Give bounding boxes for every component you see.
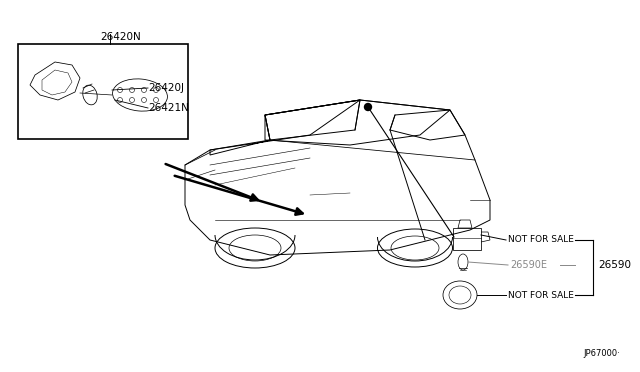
Text: 26420N: 26420N — [100, 32, 141, 42]
Text: 26590E: 26590E — [510, 260, 547, 270]
Circle shape — [365, 103, 371, 110]
Text: 26420J: 26420J — [148, 83, 184, 93]
Text: 26590: 26590 — [598, 260, 631, 270]
Bar — [453, 228, 481, 250]
Bar — [18, 44, 188, 139]
Text: JP67000·: JP67000· — [583, 349, 620, 358]
Text: 26421N: 26421N — [148, 103, 189, 113]
Text: NOT FOR SALE: NOT FOR SALE — [508, 291, 574, 299]
Text: NOT FOR SALE: NOT FOR SALE — [508, 235, 574, 244]
